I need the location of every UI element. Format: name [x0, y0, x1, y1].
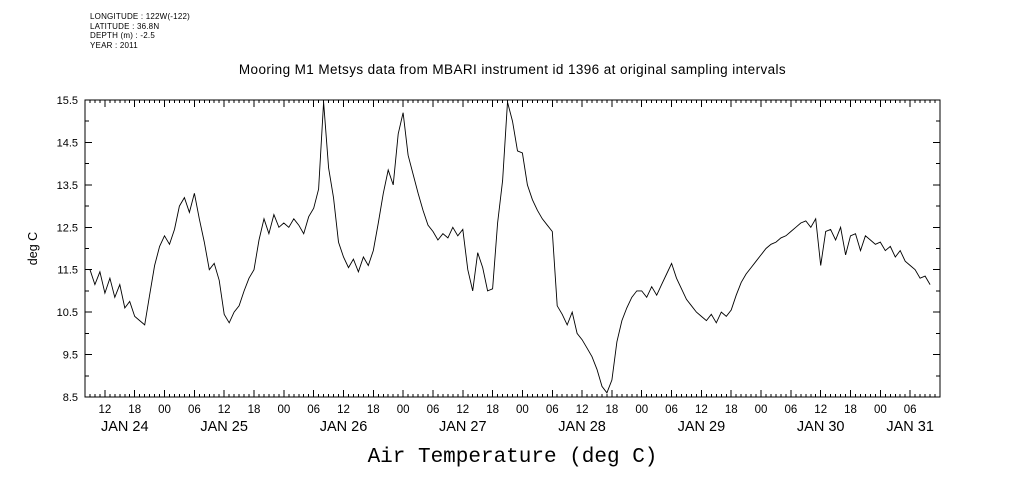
day-label: JAN 31 — [886, 419, 934, 435]
x-tick-label: 06 — [188, 404, 201, 416]
x-tick-label: 12 — [98, 404, 111, 416]
day-label: JAN 29 — [678, 419, 726, 435]
x-tick-label: 06 — [307, 404, 320, 416]
day-label: JAN 26 — [320, 419, 368, 435]
metadata-depth: DEPTH (m) : -2.5 — [90, 31, 155, 40]
x-tick-label: 06 — [904, 404, 917, 416]
y-tick-label: 14.5 — [57, 137, 78, 149]
temperature-line — [89, 101, 931, 394]
y-tick-label: 8.5 — [63, 392, 78, 404]
chart-title: Mooring M1 Metsys data from MBARI instru… — [238, 62, 787, 77]
x-tick-label: 12 — [814, 404, 827, 416]
x-tick-label: 00 — [397, 404, 410, 416]
y-tick-label: 13.5 — [57, 180, 78, 192]
x-tick-label: 18 — [725, 404, 738, 416]
x-axis-caption: Air Temperature (deg C) — [367, 446, 658, 469]
x-tick-label: 12 — [218, 404, 231, 416]
x-tick-label: 12 — [456, 404, 469, 416]
y-tick-label: 9.5 — [63, 350, 78, 362]
metadata-longitude: LONGITUDE : 122W(-122) — [90, 12, 190, 21]
x-tick-label: 18 — [248, 404, 261, 416]
x-tick-label: 00 — [516, 404, 529, 416]
x-tick-label: 00 — [874, 404, 887, 416]
x-tick-label: 00 — [635, 404, 648, 416]
x-tick-label: 06 — [784, 404, 797, 416]
day-label: JAN 28 — [558, 419, 606, 435]
x-tick-label: 18 — [606, 404, 619, 416]
day-label: JAN 30 — [797, 419, 845, 435]
x-tick-label: 18 — [367, 404, 380, 416]
x-tick-label: 12 — [576, 404, 589, 416]
x-tick-label: 00 — [158, 404, 171, 416]
x-tick-label: 06 — [427, 404, 440, 416]
y-axis-title: deg C — [26, 232, 40, 265]
x-tick-label: 06 — [546, 404, 559, 416]
x-tick-label: 12 — [695, 404, 708, 416]
x-tick-label: 12 — [337, 404, 350, 416]
x-tick-label: 18 — [486, 404, 499, 416]
day-label: JAN 25 — [200, 419, 248, 435]
metadata-block: LONGITUDE : 122W(-122) LATITUDE : 36.8N … — [90, 12, 190, 50]
y-tick-label: 11.5 — [57, 265, 78, 277]
x-tick-label: 18 — [844, 404, 857, 416]
y-tick-label: 15.5 — [57, 95, 78, 107]
metadata-latitude: LATITUDE : 36.8N — [90, 21, 160, 31]
x-tick-label: 18 — [128, 404, 141, 416]
day-label: JAN 27 — [439, 419, 487, 435]
x-tick-label: 00 — [277, 404, 290, 416]
metadata-year: YEAR : 2011 — [90, 40, 138, 50]
y-tick-label: 10.5 — [57, 307, 78, 319]
x-tick-label: 06 — [665, 404, 678, 416]
axis-box — [84, 99, 941, 398]
x-tick-label: 00 — [755, 404, 768, 416]
y-tick-label: 12.5 — [57, 222, 78, 234]
day-label: JAN 24 — [101, 419, 149, 435]
